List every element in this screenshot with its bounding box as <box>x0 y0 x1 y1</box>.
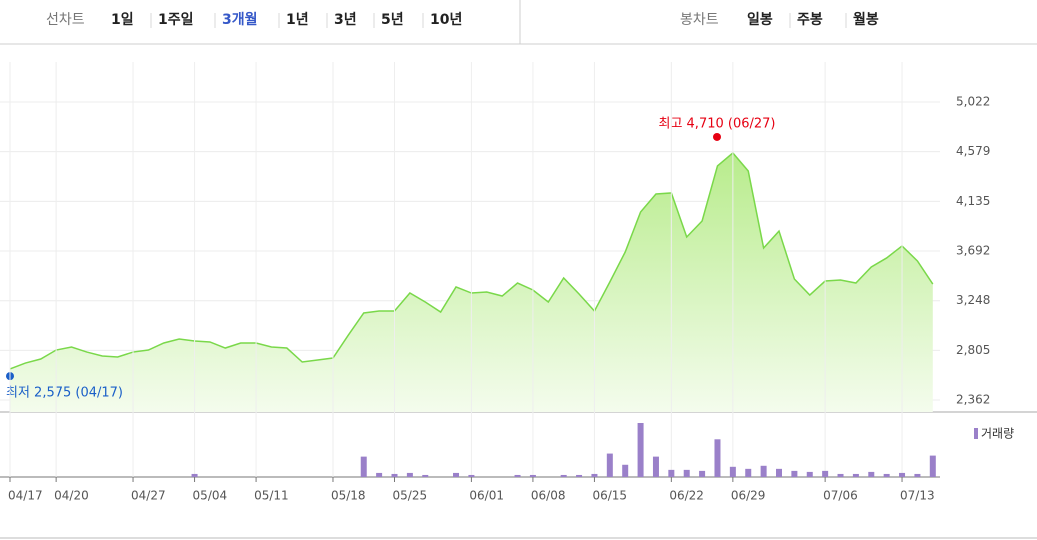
volume-bar <box>683 469 690 477</box>
volume-bar <box>745 468 752 477</box>
volume-bar <box>468 474 475 477</box>
y-tick-label: 4,135 <box>956 194 990 208</box>
x-tick-label: 07/06 <box>823 489 858 503</box>
candle-tab[interactable]: 주봉 <box>797 12 823 28</box>
x-tick-label: 04/17 <box>8 489 43 503</box>
x-tick-label: 07/13 <box>900 489 935 503</box>
x-tick-label: 06/29 <box>731 489 766 503</box>
price-area <box>10 152 933 412</box>
volume-bar <box>883 473 890 477</box>
x-tick-label: 04/20 <box>54 489 89 503</box>
x-tick-label: 05/18 <box>331 489 366 503</box>
y-tick-label: 2,362 <box>956 393 990 407</box>
period-tab[interactable]: 10년 <box>430 12 462 28</box>
volume-bar <box>899 472 906 477</box>
volume-bar <box>191 473 198 477</box>
candle-tab[interactable]: 일봉 <box>747 12 773 28</box>
volume-bar <box>406 472 413 477</box>
tab-group-label: 선차트 <box>46 12 85 28</box>
x-tick-label: 06/01 <box>469 489 504 503</box>
volume-bar <box>699 470 706 477</box>
y-tick-label: 2,805 <box>956 343 990 357</box>
volume-bar <box>760 465 767 477</box>
volume-bar <box>929 455 936 477</box>
period-tab[interactable]: 3개월 <box>222 11 258 28</box>
x-tick-label: 05/25 <box>393 489 428 503</box>
y-tick-label: 3,692 <box>956 244 990 258</box>
volume-bar <box>837 473 844 477</box>
volume-bar <box>576 474 583 477</box>
x-tick-label: 05/04 <box>193 489 228 503</box>
legend-swatch <box>974 428 978 439</box>
volume-bar <box>668 469 675 477</box>
volume-bar <box>868 471 875 477</box>
x-tick-label: 06/08 <box>531 489 566 503</box>
volume-bar <box>391 473 398 477</box>
period-tab[interactable]: 3년 <box>334 12 357 28</box>
volume-bar <box>652 456 659 477</box>
volume-bar <box>637 423 644 477</box>
volume-bar <box>852 473 859 477</box>
x-tick-label: 04/27 <box>131 489 166 503</box>
volume-bar <box>560 474 567 477</box>
volume-bar <box>822 470 829 477</box>
volume-bar <box>529 474 536 477</box>
volume-bar <box>622 464 629 477</box>
extreme-label: 최저 2,575 (04/17) <box>6 386 123 401</box>
volume-bar <box>806 471 813 477</box>
legend-label: 거래량 <box>981 427 1014 441</box>
volume-bar <box>453 472 460 477</box>
period-tab[interactable]: 5년 <box>381 12 404 28</box>
period-tab[interactable]: 1주일 <box>158 12 194 28</box>
volume-bar <box>791 470 798 477</box>
volume-bar <box>776 468 782 477</box>
volume-bar <box>514 474 521 477</box>
volume-bar <box>360 456 367 477</box>
period-tab[interactable]: 1일 <box>111 12 134 28</box>
tab-group-label: 봉차트 <box>680 12 719 28</box>
y-tick-label: 4,579 <box>956 144 990 158</box>
volume-bar <box>606 453 613 477</box>
extreme-label: 최고 4,710 (06/27) <box>658 116 775 131</box>
candle-tab[interactable]: 월봉 <box>853 11 879 28</box>
period-tab[interactable]: 1년 <box>286 12 309 28</box>
volume-bar <box>914 473 921 477</box>
volume-bar <box>591 473 598 477</box>
volume-bar <box>714 439 721 477</box>
x-tick-label: 06/15 <box>592 489 627 503</box>
volume-bar <box>376 472 383 477</box>
y-tick-label: 5,022 <box>956 95 990 109</box>
volume-bar <box>729 466 736 477</box>
x-tick-label: 05/11 <box>254 489 289 503</box>
volume-bar <box>422 474 429 477</box>
y-tick-label: 3,248 <box>956 293 990 307</box>
x-tick-label: 06/22 <box>669 489 704 503</box>
extreme-marker <box>713 132 721 141</box>
